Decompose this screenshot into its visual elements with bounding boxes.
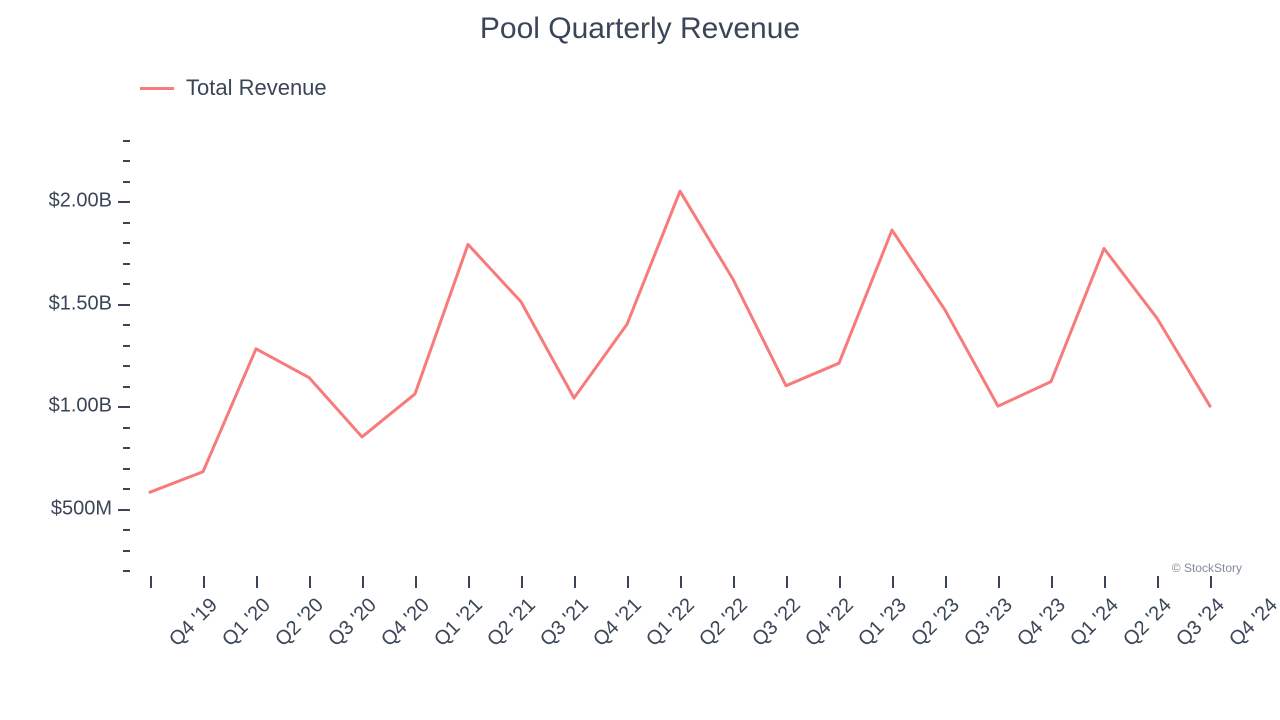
x-tick-label: Q1 '21 [430,594,487,651]
x-tick-label: Q3 '23 [960,594,1017,651]
y-tick [123,365,130,367]
x-tick [998,576,1000,588]
y-tick [123,488,130,490]
plot-area [130,140,1230,570]
y-tick [123,570,130,572]
y-tick [123,222,130,224]
legend-label: Total Revenue [186,75,327,101]
x-tick-label: Q4 '24 [1225,594,1280,651]
x-tick-label: Q2 '20 [271,594,328,651]
x-tick [521,576,523,588]
x-tick [1051,576,1053,588]
y-tick [123,447,130,449]
y-tick [118,304,130,306]
y-tick [123,550,130,552]
x-tick [150,576,152,588]
x-tick [680,576,682,588]
legend: Total Revenue [140,75,327,101]
x-tick-label: Q1 '23 [854,594,911,651]
x-tick [839,576,841,588]
x-tick-label: Q2 '24 [1119,594,1176,651]
y-tick [123,160,130,162]
x-tick-label: Q3 '22 [748,594,805,651]
y-tick [118,201,130,203]
x-tick-label: Q4 '19 [165,594,222,651]
x-tick [733,576,735,588]
x-tick [892,576,894,588]
x-tick [309,576,311,588]
x-tick-label: Q4 '20 [377,594,434,651]
x-tick [362,576,364,588]
x-tick-label: Q2 '23 [907,594,964,651]
y-tick [123,283,130,285]
x-tick-label: Q2 '21 [483,594,540,651]
x-tick [1104,576,1106,588]
y-tick-label: $500M [51,497,112,520]
x-tick-label: Q1 '24 [1066,594,1123,651]
x-tick [1157,576,1159,588]
x-tick [256,576,258,588]
x-tick [203,576,205,588]
revenue-line [150,191,1210,492]
x-tick-label: Q1 '20 [218,594,275,651]
y-tick [123,529,130,531]
y-tick [123,386,130,388]
x-tick [627,576,629,588]
y-tick [123,181,130,183]
x-tick [468,576,470,588]
y-tick [123,140,130,142]
x-tick-label: Q3 '21 [536,594,593,651]
legend-swatch [140,87,174,90]
x-tick [415,576,417,588]
x-tick [786,576,788,588]
x-tick-label: Q3 '20 [324,594,381,651]
y-tick [123,468,130,470]
chart-title: Pool Quarterly Revenue [0,12,1280,46]
y-tick [118,509,130,511]
attribution-text: © StockStory [1172,561,1242,575]
line-plot [130,140,1230,570]
y-tick-label: $1.00B [49,395,112,418]
x-tick [1210,576,1212,588]
x-tick-label: Q4 '22 [801,594,858,651]
y-tick [123,427,130,429]
x-tick-label: Q4 '21 [589,594,646,651]
x-tick-label: Q4 '23 [1013,594,1070,651]
y-tick [123,263,130,265]
x-tick-label: Q3 '24 [1172,594,1229,651]
y-tick [123,324,130,326]
x-tick-label: Q2 '22 [695,594,752,651]
chart-container: Pool Quarterly Revenue Total Revenue $50… [0,0,1280,720]
y-tick-label: $2.00B [49,190,112,213]
y-tick [123,242,130,244]
y-tick [118,406,130,408]
y-tick [123,345,130,347]
y-tick-label: $1.50B [49,292,112,315]
x-tick [945,576,947,588]
x-tick-label: Q1 '22 [642,594,699,651]
x-tick [574,576,576,588]
